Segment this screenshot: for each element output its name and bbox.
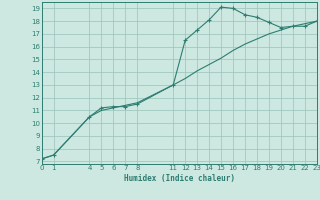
X-axis label: Humidex (Indice chaleur): Humidex (Indice chaleur) <box>124 174 235 183</box>
